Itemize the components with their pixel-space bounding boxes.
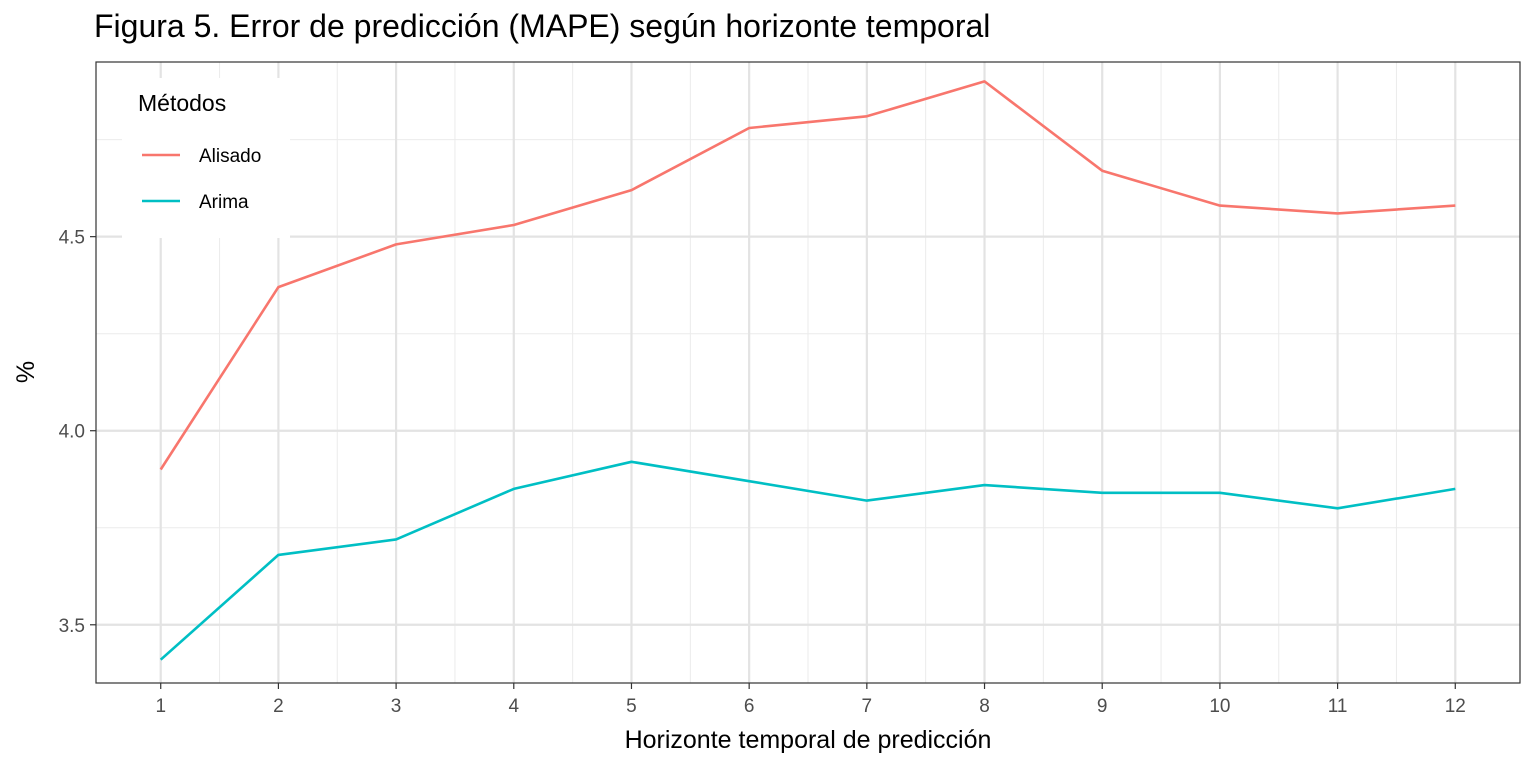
y-tick-label: 3.5 (59, 616, 85, 637)
x-tick-label: 2 (273, 696, 284, 717)
x-tick-label: 10 (1209, 696, 1230, 717)
x-tick-label: 5 (626, 696, 637, 717)
series-line-alisado (159, 80, 1456, 471)
series-line-arima (159, 460, 1456, 661)
x-tick-label: 11 (1328, 696, 1348, 717)
y-tick-label: 4.0 (59, 422, 85, 443)
y-axis-title: % (12, 361, 40, 383)
x-tick-label: 9 (1097, 696, 1108, 717)
y-tick-label: 4.5 (59, 228, 85, 249)
x-tick-label: 4 (508, 696, 519, 717)
legend-background (122, 78, 290, 238)
series-lines (159, 80, 1456, 661)
legend-label-arima: Arima (199, 192, 249, 213)
legend: Métodos Alisado Arima (122, 78, 290, 238)
y-axis: 3.5 4.0 4.5 (59, 228, 96, 637)
x-tick-label: 12 (1445, 696, 1466, 717)
legend-title: Métodos (138, 90, 226, 116)
x-axis: 1 2 3 4 5 6 7 8 9 10 11 12 (155, 683, 1466, 717)
x-tick-label: 3 (391, 696, 402, 717)
x-tick-label: 1 (155, 696, 166, 717)
grid-lines (96, 62, 1520, 683)
x-axis-title: Horizonte temporal de predicción (625, 726, 992, 754)
x-tick-label: 7 (862, 696, 873, 717)
x-tick-label: 8 (979, 696, 990, 717)
legend-label-alisado: Alisado (199, 146, 261, 167)
plot-border (95, 61, 1521, 684)
x-tick-label: 6 (744, 696, 755, 717)
chart-title: Figura 5. Error de predicción (MAPE) seg… (94, 8, 991, 44)
